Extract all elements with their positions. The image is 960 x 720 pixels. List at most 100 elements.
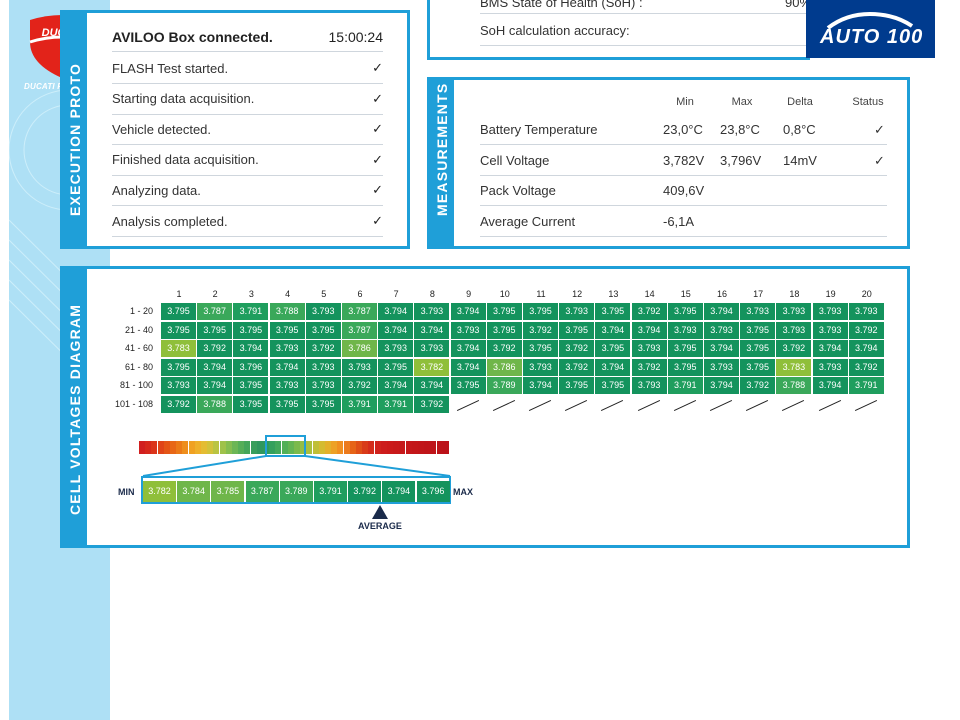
cell-voltage: 3.793 xyxy=(704,321,739,339)
cell-voltage: 3.789 xyxy=(486,377,522,395)
cell-voltage: 3.783 xyxy=(776,358,812,376)
measurement-min: -6,1A xyxy=(663,213,695,229)
scale-value: 3.784 xyxy=(177,481,211,502)
cell-voltage: 3.795 xyxy=(667,303,703,320)
cell-voltages-side-bar: CELL VOLTAGES DIAGRAM xyxy=(63,269,87,545)
cell-voltage: 3.793 xyxy=(523,358,558,376)
cell-voltage: 3.795 xyxy=(559,321,595,339)
status-check-icon: ✓ xyxy=(874,152,885,168)
color-scale-segment xyxy=(405,441,412,454)
cell-voltage: 3.793 xyxy=(161,377,196,395)
cell-voltage: 3.794 xyxy=(450,358,486,376)
color-scale-segment xyxy=(232,441,238,454)
soh-panel: BMS State of Health (SoH) : 90% SoH calc… xyxy=(427,0,887,60)
color-scale-segment xyxy=(356,441,362,454)
column-number: 18 xyxy=(789,289,800,299)
cell-voltage: 3.795 xyxy=(486,303,522,320)
cell-voltage: 3.795 xyxy=(305,321,341,339)
max-header: Max xyxy=(731,96,753,108)
cell-voltage: 3.794 xyxy=(704,377,739,395)
step-label: Finished data acquisition. xyxy=(112,152,259,168)
color-scale-segment xyxy=(411,441,418,454)
scale-value: 3.794 xyxy=(382,481,416,502)
cell-voltage: 3.788 xyxy=(269,303,305,320)
execution-step: Analysis completed. ✓ xyxy=(112,206,383,237)
column-number: 9 xyxy=(466,289,472,299)
color-scale-segment xyxy=(176,441,183,454)
measurements-side-bar: MEASUREMENTS xyxy=(430,80,454,246)
column-number: 16 xyxy=(716,289,727,299)
step-label: Starting data acquisition. xyxy=(112,91,255,107)
cell-voltage: 3.792 xyxy=(342,377,377,395)
cell-voltage: 3.795 xyxy=(595,303,631,320)
cell-voltage: 3.792 xyxy=(631,358,667,376)
cell-voltage: 3.794 xyxy=(848,340,884,358)
scale-value: 3.791 xyxy=(314,481,347,502)
connection-status: AVILOO Box connected. xyxy=(112,29,273,45)
cell-voltages-panel: CELL VOLTAGES DIAGRAM 1 2 3 4 5 6 7 8 9 10 11 12 13 1… xyxy=(60,266,910,548)
cell-voltage: 3.795 xyxy=(305,396,341,413)
soh-accuracy-row: SoH calculation accuracy: xyxy=(480,17,887,46)
cell-voltage: 3.794 xyxy=(414,321,450,339)
cell-voltage: 3.786 xyxy=(342,340,377,358)
cell-voltage: 3.795 xyxy=(269,321,305,339)
execution-step: Vehicle detected. ✓ xyxy=(112,114,383,146)
column-number: 12 xyxy=(572,289,583,299)
column-number: 1 xyxy=(176,289,182,299)
measurement-name: Cell Voltage xyxy=(480,152,550,168)
cell-voltage: 3.795 xyxy=(486,321,522,339)
column-number: 7 xyxy=(393,289,399,299)
column-number: 8 xyxy=(429,289,435,299)
min-header: Min xyxy=(676,96,694,108)
measurement-delta: 14mV xyxy=(783,152,817,168)
color-scale-segment xyxy=(256,441,263,454)
car-silhouette-icon xyxy=(826,11,914,30)
cell-voltage: 3.795 xyxy=(161,321,196,339)
color-scale-segment xyxy=(163,441,170,454)
cell-voltage: 3.793 xyxy=(414,303,450,320)
cell-voltage: 3.795 xyxy=(740,321,776,339)
column-number: 6 xyxy=(357,289,363,299)
color-scale-segment xyxy=(207,441,214,454)
color-scale-segment xyxy=(281,441,288,454)
color-scale-segment xyxy=(306,441,313,454)
cell-voltages-title: CELL VOLTAGES DIAGRAM xyxy=(67,303,83,515)
cell-voltage: 3.791 xyxy=(667,377,703,395)
color-scale-segment xyxy=(325,441,331,454)
checkmark-icon: ✓ xyxy=(372,182,383,198)
cell-voltage: 3.795 xyxy=(197,321,233,339)
soh-label: BMS State of Health (SoH) : xyxy=(480,0,643,10)
measurement-row: Pack Voltage 409,6V xyxy=(480,175,887,207)
cell-voltage: 3.794 xyxy=(269,358,305,376)
color-scale-segment xyxy=(331,441,338,454)
status-header: Status xyxy=(852,96,884,108)
cell-voltage: 3.795 xyxy=(740,358,776,376)
cell-voltage: 3.794 xyxy=(595,321,631,339)
cell-voltage: 3.794 xyxy=(197,358,233,376)
measurements-title: MEASUREMENTS xyxy=(434,82,450,216)
color-scale-segment xyxy=(151,441,158,454)
measurement-min: 3,782V xyxy=(663,152,705,168)
cell-voltage: 3.793 xyxy=(740,303,776,320)
cell-voltage: 3.794 xyxy=(812,377,848,395)
measurement-max: 23,8°C xyxy=(720,122,760,137)
color-scale-segment xyxy=(188,441,195,454)
cell-voltage: 3.794 xyxy=(233,340,269,358)
color-scale-segment xyxy=(337,441,344,454)
cell-voltage: 3.793 xyxy=(704,358,739,376)
cell-voltage: 3.792 xyxy=(305,340,341,358)
cell-voltage: 3.794 xyxy=(704,340,739,358)
cell-voltage: 3.793 xyxy=(269,377,305,395)
color-scale-segment xyxy=(213,441,220,454)
cell-voltage: 3.793 xyxy=(269,340,305,358)
cell-voltage: 3.792 xyxy=(631,303,667,320)
color-scale-segment xyxy=(238,441,245,454)
empty-cell-slash xyxy=(673,399,696,412)
empty-cell-slash xyxy=(456,399,479,412)
status-check-icon: ✓ xyxy=(874,122,885,137)
cell-voltage: 3.791 xyxy=(342,396,377,413)
scale-min-label: MIN xyxy=(118,487,135,497)
cell-row-label: 101 - 108 xyxy=(114,399,153,409)
cell-voltage: 3.792 xyxy=(559,358,595,376)
color-scale-segment xyxy=(343,441,350,454)
